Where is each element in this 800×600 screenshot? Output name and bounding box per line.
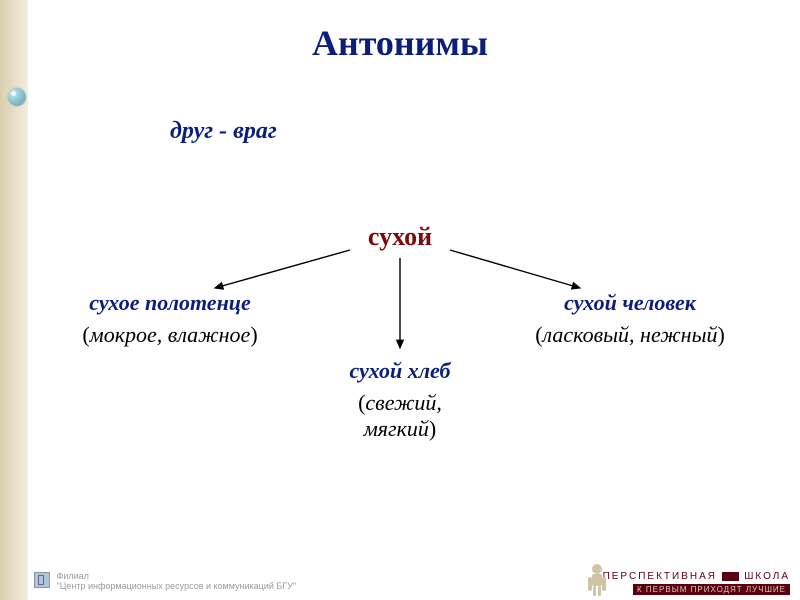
branch-left-sub: (мокрое, влажное) bbox=[60, 322, 280, 348]
branch-right-label: сухой человек bbox=[564, 290, 696, 315]
footer-icon bbox=[34, 572, 50, 588]
branch-left: сухое полотенце (мокрое, влажное) bbox=[60, 290, 280, 348]
branch-left-label: сухое полотенце bbox=[89, 290, 251, 315]
branch-center-sub: (свежий,мягкий) bbox=[290, 390, 510, 442]
brand-logo-icon bbox=[584, 562, 610, 596]
arrow-left bbox=[215, 250, 350, 288]
arrow-right bbox=[450, 250, 580, 288]
branch-center-label: сухой хлеб bbox=[349, 358, 450, 383]
footer: Филиал "Центр информационных ресурсов и … bbox=[34, 572, 296, 592]
footer-line2: "Центр информационных ресурсов и коммуни… bbox=[57, 581, 297, 591]
brand-line2: К ПЕРВЫМ ПРИХОДЯТ ЛУЧШИЕ bbox=[603, 585, 790, 594]
brand: ПЕРСПЕКТИВНАЯ ШКОЛА К ПЕРВЫМ ПРИХОДЯТ ЛУ… bbox=[603, 566, 790, 594]
bubble-icon bbox=[8, 88, 26, 106]
slide-title: Антонимы bbox=[0, 22, 800, 64]
footer-line1: Филиал bbox=[57, 571, 89, 581]
antonym-pair: друг - враг bbox=[170, 118, 277, 145]
root-word: сухой bbox=[0, 222, 800, 252]
branch-right-sub: (ласковый, нежный) bbox=[520, 322, 740, 348]
branch-center: сухой хлеб (свежий,мягкий) bbox=[290, 358, 510, 442]
branch-right: сухой человек (ласковый, нежный) bbox=[520, 290, 740, 348]
brand-mid-box bbox=[722, 572, 740, 581]
slide: Антонимы друг - враг сухой сухое полотен… bbox=[0, 0, 800, 600]
brand-line1: ПЕРСПЕКТИВНАЯ ШКОЛА bbox=[603, 571, 790, 582]
